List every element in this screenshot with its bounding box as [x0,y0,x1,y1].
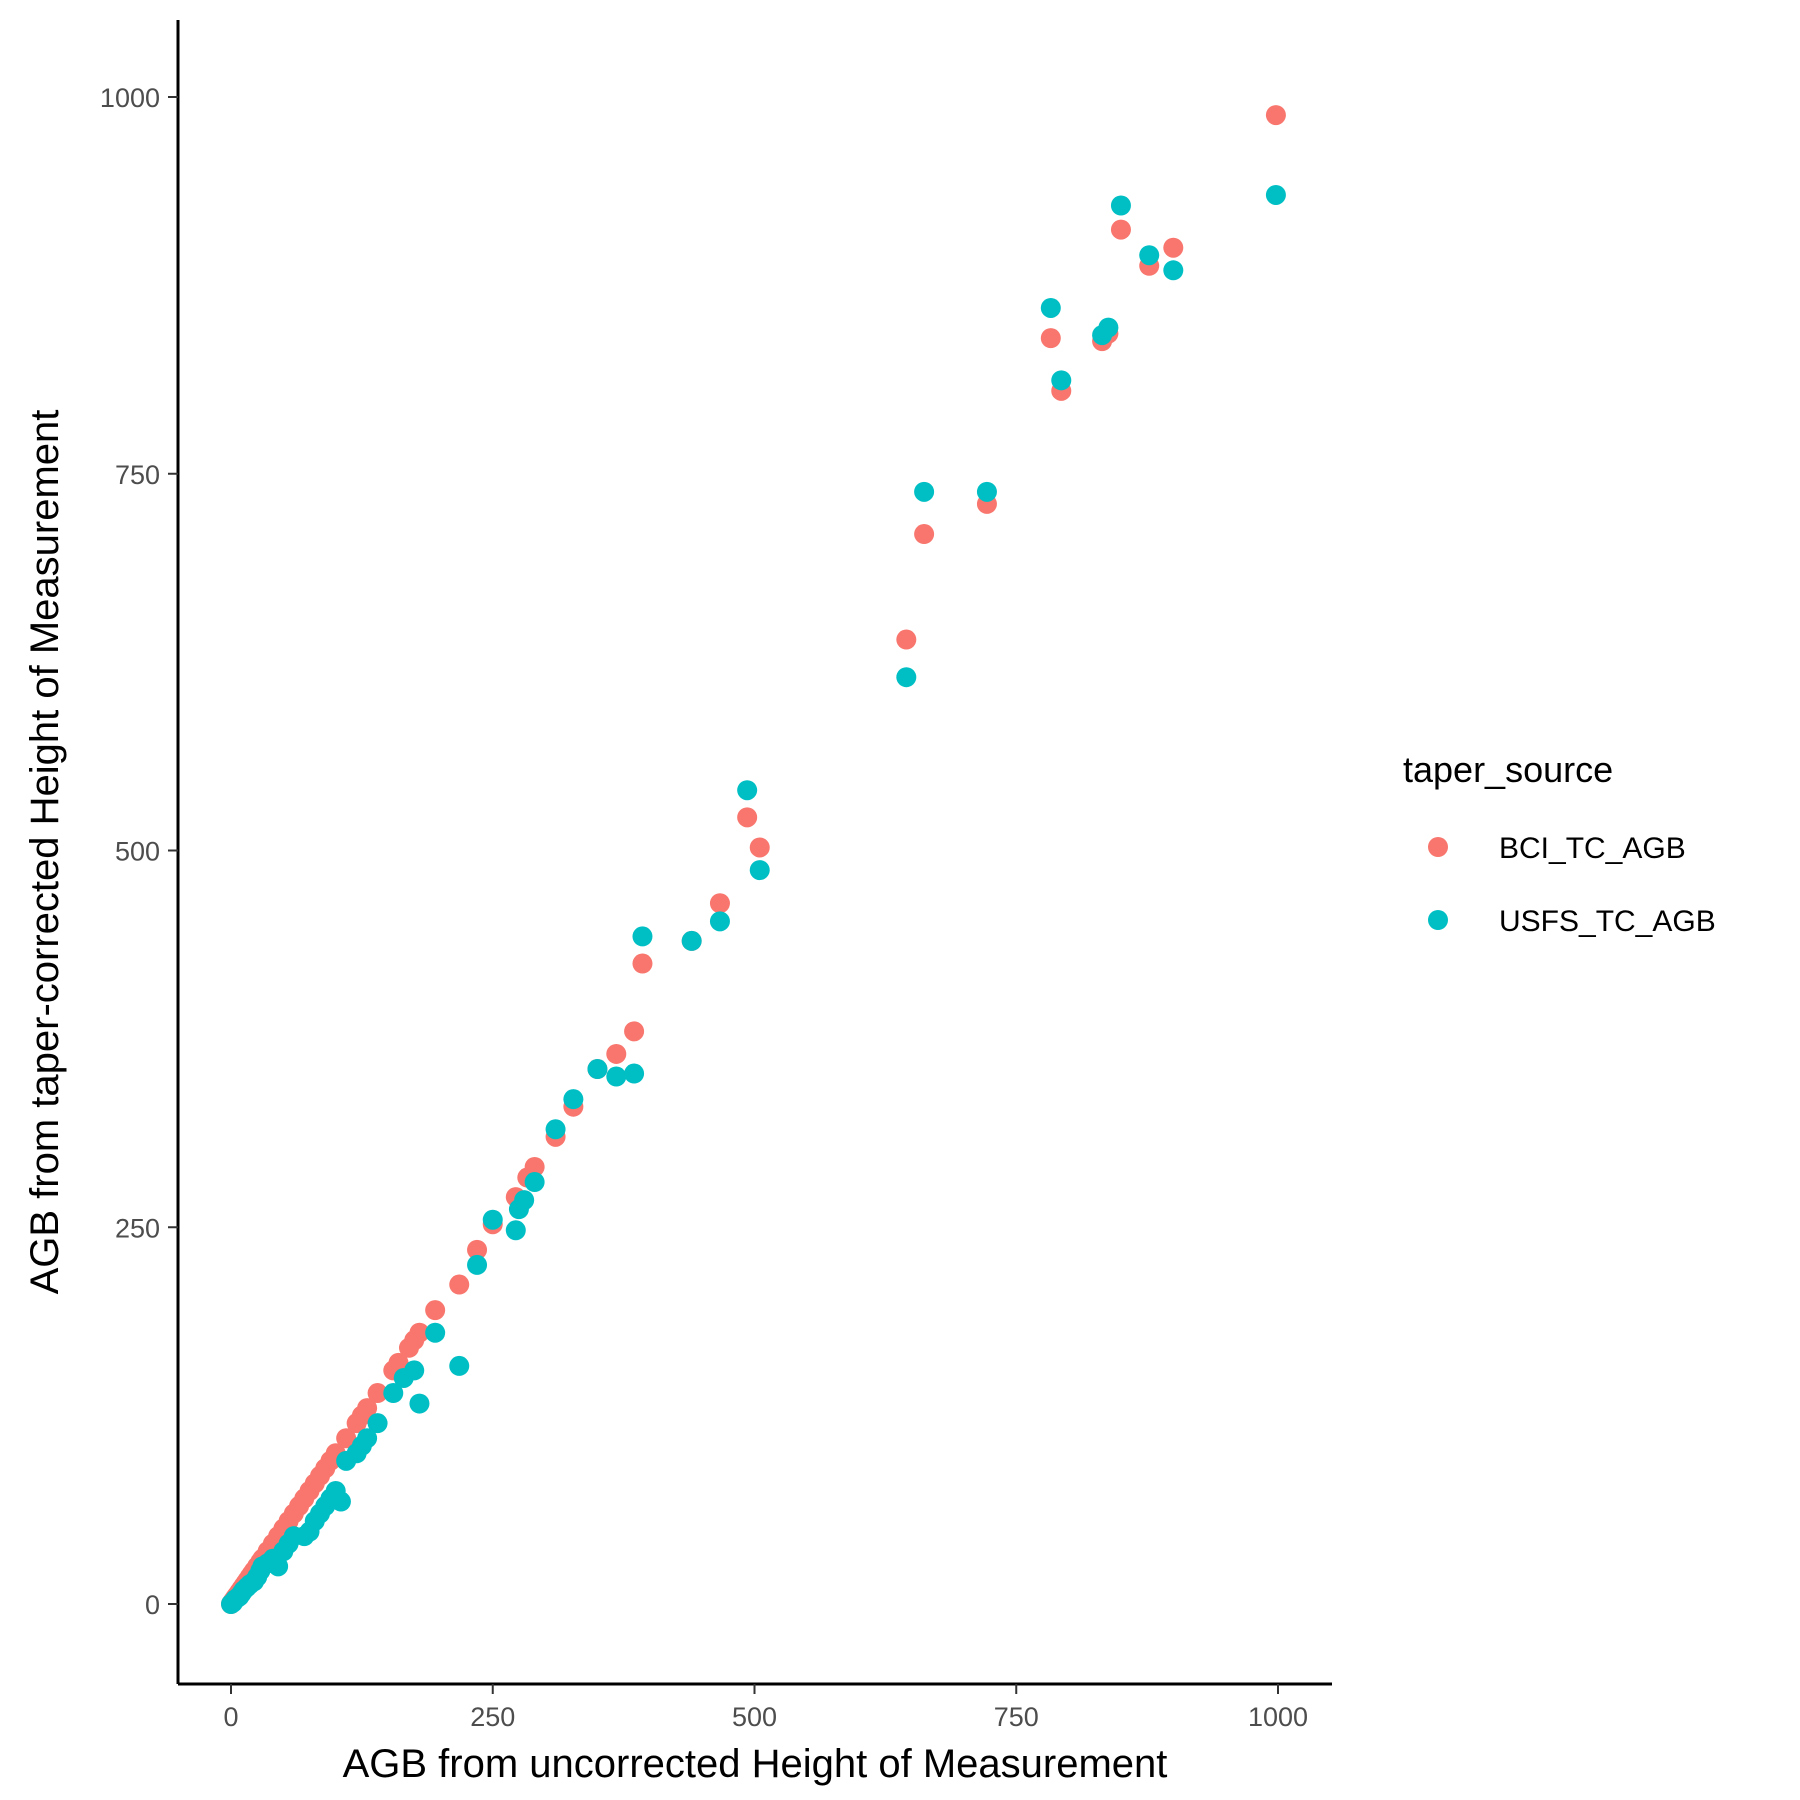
data-point [624,1021,645,1042]
data-point [1040,297,1061,318]
data-point [587,1059,608,1080]
data-point [709,911,730,932]
data-points [221,105,1286,1614]
data-point [524,1172,545,1193]
data-point [388,1352,409,1373]
data-point [545,1119,566,1140]
data-point [632,926,653,947]
data-point [749,837,770,858]
data-point [449,1355,470,1376]
data-point [404,1360,425,1381]
data-point [409,1393,430,1414]
legend-label: BCI_TC_AGB [1499,832,1686,865]
data-point [1110,219,1131,240]
data-point [749,860,770,881]
data-point [914,481,935,502]
data-point [1163,237,1184,258]
x-tick-label: 750 [994,1702,1039,1732]
data-point [367,1413,388,1434]
data-point [357,1398,378,1419]
data-point [976,481,997,502]
data-point [1098,317,1119,338]
data-point [449,1274,470,1295]
data-point [482,1209,503,1230]
x-axis-title: AGB from uncorrected Height of Measureme… [343,1742,1168,1786]
series-USFS_TC_AGB [221,184,1286,1614]
data-point [709,893,730,914]
data-point [1265,105,1286,126]
data-point [563,1089,584,1110]
data-point [383,1383,404,1404]
data-point [896,667,917,688]
x-tick-label: 500 [732,1702,777,1732]
series-BCI_TC_AGB [221,105,1286,1614]
data-point [1163,260,1184,281]
data-point [367,1383,388,1404]
data-point [1139,245,1160,266]
data-point [606,1066,627,1087]
data-point [914,524,935,545]
x-tick-label: 250 [470,1702,515,1732]
axis-ticks: 0 250 500 750 1000 0 250 500 750 1000 [100,83,1308,1732]
data-point [514,1190,535,1211]
legend-label: USFS_TC_AGB [1499,905,1716,938]
data-point [1040,328,1061,349]
data-point [624,1063,645,1084]
data-point [681,930,702,951]
data-point [268,1556,289,1577]
data-point [737,807,758,828]
data-point [425,1322,446,1343]
legend: taper_source BCI_TC_AGB USFS_TC_AGB [1403,749,1716,938]
data-point [737,780,758,801]
data-point [467,1239,488,1260]
legend-title: taper_source [1403,749,1613,790]
data-point [1110,195,1131,216]
data-point [606,1043,627,1064]
y-axis-title: AGB from taper-corrected Height of Measu… [23,410,67,1295]
data-point [357,1428,378,1449]
data-point [1265,184,1286,205]
data-point [330,1491,351,1512]
y-tick-label: 750 [115,460,160,490]
y-tick-label: 1000 [100,83,160,113]
data-point [896,629,917,650]
data-point [336,1428,357,1449]
data-point [1051,370,1072,391]
data-point [409,1322,430,1343]
y-tick-label: 0 [145,1590,160,1620]
legend-items: BCI_TC_AGB USFS_TC_AGB [1428,832,1716,938]
data-point [524,1156,545,1177]
legend-key [1428,837,1448,857]
data-point [632,953,653,974]
y-tick-label: 500 [115,837,160,867]
legend-key [1428,910,1448,930]
x-tick-label: 0 [223,1702,238,1732]
data-point [467,1254,488,1275]
data-point [425,1300,446,1321]
data-point [505,1220,526,1241]
y-tick-label: 250 [115,1213,160,1243]
x-tick-label: 1000 [1248,1702,1308,1732]
